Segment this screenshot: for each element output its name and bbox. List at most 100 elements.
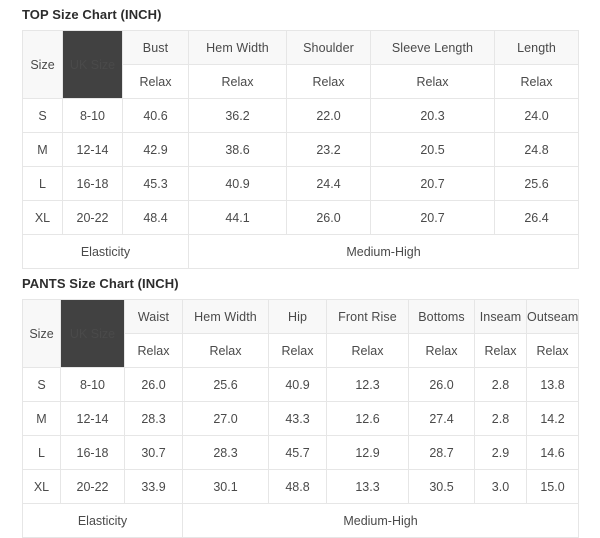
cell-front-rise: 13.3 bbox=[326, 469, 409, 504]
elasticity-label: Elasticity bbox=[22, 234, 189, 269]
cell-outseam: 13.8 bbox=[526, 367, 579, 402]
size-chart-page: TOP Size Chart (INCH) Size UK Size Bust … bbox=[22, 7, 579, 538]
cell-length: 26.4 bbox=[494, 200, 579, 235]
cell-bottoms: 26.0 bbox=[408, 367, 475, 402]
cell-bust: 48.4 bbox=[122, 200, 189, 235]
cell-sleeve-length: 20.7 bbox=[370, 166, 495, 201]
fit-hem-width: Relax bbox=[182, 333, 269, 368]
cell-bottoms: 30.5 bbox=[408, 469, 475, 504]
row-size: XL bbox=[22, 469, 61, 504]
cell-outseam: 15.0 bbox=[526, 469, 579, 504]
row-size: XL bbox=[22, 200, 63, 235]
fit-length: Relax bbox=[494, 64, 579, 99]
fit-outseam: Relax bbox=[526, 333, 579, 368]
top-table-body: Size UK Size Bust Hem Width Shoulder Sle… bbox=[22, 30, 579, 269]
cell-waist: 33.9 bbox=[124, 469, 183, 504]
fit-front-rise: Relax bbox=[326, 333, 409, 368]
elasticity-label: Elasticity bbox=[22, 503, 183, 538]
cell-hem-width: 30.1 bbox=[182, 469, 269, 504]
table-footer-row: Elasticity Medium-High bbox=[22, 503, 579, 538]
top-chart-title: TOP Size Chart (INCH) bbox=[22, 7, 162, 22]
row-uk-size: 8-10 bbox=[62, 98, 123, 133]
elasticity-value: Medium-High bbox=[182, 503, 579, 538]
cell-waist: 30.7 bbox=[124, 435, 183, 470]
fit-bust: Relax bbox=[122, 64, 189, 99]
table-row: M 12-14 42.9 38.6 23.2 20.5 24.8 bbox=[22, 132, 579, 167]
cell-waist: 26.0 bbox=[124, 367, 183, 402]
cell-hem-width: 44.1 bbox=[188, 200, 287, 235]
cell-inseam: 2.8 bbox=[474, 401, 527, 436]
row-size: L bbox=[22, 435, 61, 470]
row-size: L bbox=[22, 166, 63, 201]
cell-bust: 42.9 bbox=[122, 132, 189, 167]
cell-front-rise: 12.6 bbox=[326, 401, 409, 436]
elasticity-value: Medium-High bbox=[188, 234, 579, 269]
cell-sleeve-length: 20.5 bbox=[370, 132, 495, 167]
row-uk-size: 12-14 bbox=[62, 132, 123, 167]
table-row: L 16-18 30.7 28.3 45.7 12.9 28.7 2.9 14.… bbox=[22, 435, 579, 470]
fit-hem-width: Relax bbox=[188, 64, 287, 99]
cell-hem-width: 40.9 bbox=[188, 166, 287, 201]
pants-chart-title: PANTS Size Chart (INCH) bbox=[22, 276, 179, 291]
cell-sleeve-length: 20.7 bbox=[370, 200, 495, 235]
header-hem-width: Hem Width bbox=[182, 299, 269, 334]
header-inseam: Inseam bbox=[474, 299, 527, 334]
table-row: XL 20-22 33.9 30.1 48.8 13.3 30.5 3.0 15… bbox=[22, 469, 579, 504]
cell-bottoms: 27.4 bbox=[408, 401, 475, 436]
cell-bottoms: 28.7 bbox=[408, 435, 475, 470]
top-size-table: Size UK Size Bust Hem Width Shoulder Sle… bbox=[22, 30, 579, 269]
row-uk-size: 20-22 bbox=[60, 469, 125, 504]
cell-outseam: 14.6 bbox=[526, 435, 579, 470]
cell-bust: 40.6 bbox=[122, 98, 189, 133]
cell-hem-width: 38.6 bbox=[188, 132, 287, 167]
header-size: Size bbox=[22, 299, 61, 368]
row-size: M bbox=[22, 132, 63, 167]
fit-sleeve-length: Relax bbox=[370, 64, 495, 99]
header-length: Length bbox=[494, 30, 579, 65]
header-shoulder: Shoulder bbox=[286, 30, 371, 65]
fit-waist: Relax bbox=[124, 333, 183, 368]
cell-shoulder: 26.0 bbox=[286, 200, 371, 235]
cell-hem-width: 25.6 bbox=[182, 367, 269, 402]
fit-hip: Relax bbox=[268, 333, 327, 368]
header-hip: Hip bbox=[268, 299, 327, 334]
fit-shoulder: Relax bbox=[286, 64, 371, 99]
table-fit-row: Relax Relax Relax Relax Relax bbox=[23, 64, 579, 99]
cell-inseam: 2.9 bbox=[474, 435, 527, 470]
cell-waist: 28.3 bbox=[124, 401, 183, 436]
cell-front-rise: 12.9 bbox=[326, 435, 409, 470]
cell-hip: 40.9 bbox=[268, 367, 327, 402]
cell-inseam: 2.8 bbox=[474, 367, 527, 402]
cell-hip: 48.8 bbox=[268, 469, 327, 504]
cell-bust: 45.3 bbox=[122, 166, 189, 201]
header-hem-width: Hem Width bbox=[188, 30, 287, 65]
row-size: M bbox=[22, 401, 61, 436]
cell-hem-width: 36.2 bbox=[188, 98, 287, 133]
cell-outseam: 14.2 bbox=[526, 401, 579, 436]
cell-shoulder: 22.0 bbox=[286, 98, 371, 133]
fit-bottoms: Relax bbox=[408, 333, 475, 368]
table-row: L 16-18 45.3 40.9 24.4 20.7 25.6 bbox=[22, 166, 579, 201]
cell-front-rise: 12.3 bbox=[326, 367, 409, 402]
header-waist: Waist bbox=[124, 299, 183, 334]
table-row: M 12-14 28.3 27.0 43.3 12.6 27.4 2.8 14.… bbox=[22, 401, 579, 436]
pants-table-body: Size UK Size Waist Hem Width Hip Front R… bbox=[22, 299, 579, 538]
row-size: S bbox=[22, 367, 61, 402]
cell-length: 24.8 bbox=[494, 132, 579, 167]
row-uk-size: 16-18 bbox=[62, 166, 123, 201]
table-footer-row: Elasticity Medium-High bbox=[22, 234, 579, 269]
header-sleeve-length: Sleeve Length bbox=[370, 30, 495, 65]
row-uk-size: 12-14 bbox=[60, 401, 125, 436]
cell-shoulder: 24.4 bbox=[286, 166, 371, 201]
pants-size-table: Size UK Size Waist Hem Width Hip Front R… bbox=[22, 299, 579, 538]
cell-hip: 43.3 bbox=[268, 401, 327, 436]
cell-length: 24.0 bbox=[494, 98, 579, 133]
header-size: Size bbox=[22, 30, 63, 99]
cell-hip: 45.7 bbox=[268, 435, 327, 470]
table-header-row: Size UK Size Bust Hem Width Shoulder Sle… bbox=[22, 30, 579, 99]
header-outseam: Outseam bbox=[526, 299, 579, 334]
cell-inseam: 3.0 bbox=[474, 469, 527, 504]
table-header-row: Size UK Size Waist Hem Width Hip Front R… bbox=[22, 299, 579, 368]
table-fit-row: Relax Relax Relax Relax Relax Relax Rela… bbox=[23, 333, 579, 368]
cell-shoulder: 23.2 bbox=[286, 132, 371, 167]
